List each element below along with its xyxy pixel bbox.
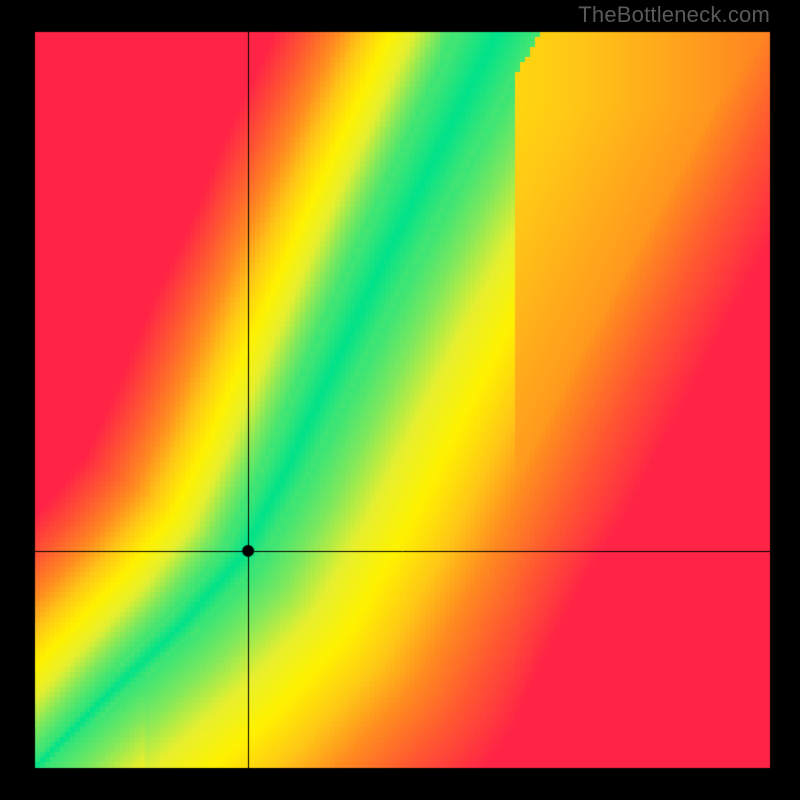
watermark-text: TheBottleneck.com (578, 2, 770, 28)
bottleneck-heatmap (0, 0, 800, 800)
